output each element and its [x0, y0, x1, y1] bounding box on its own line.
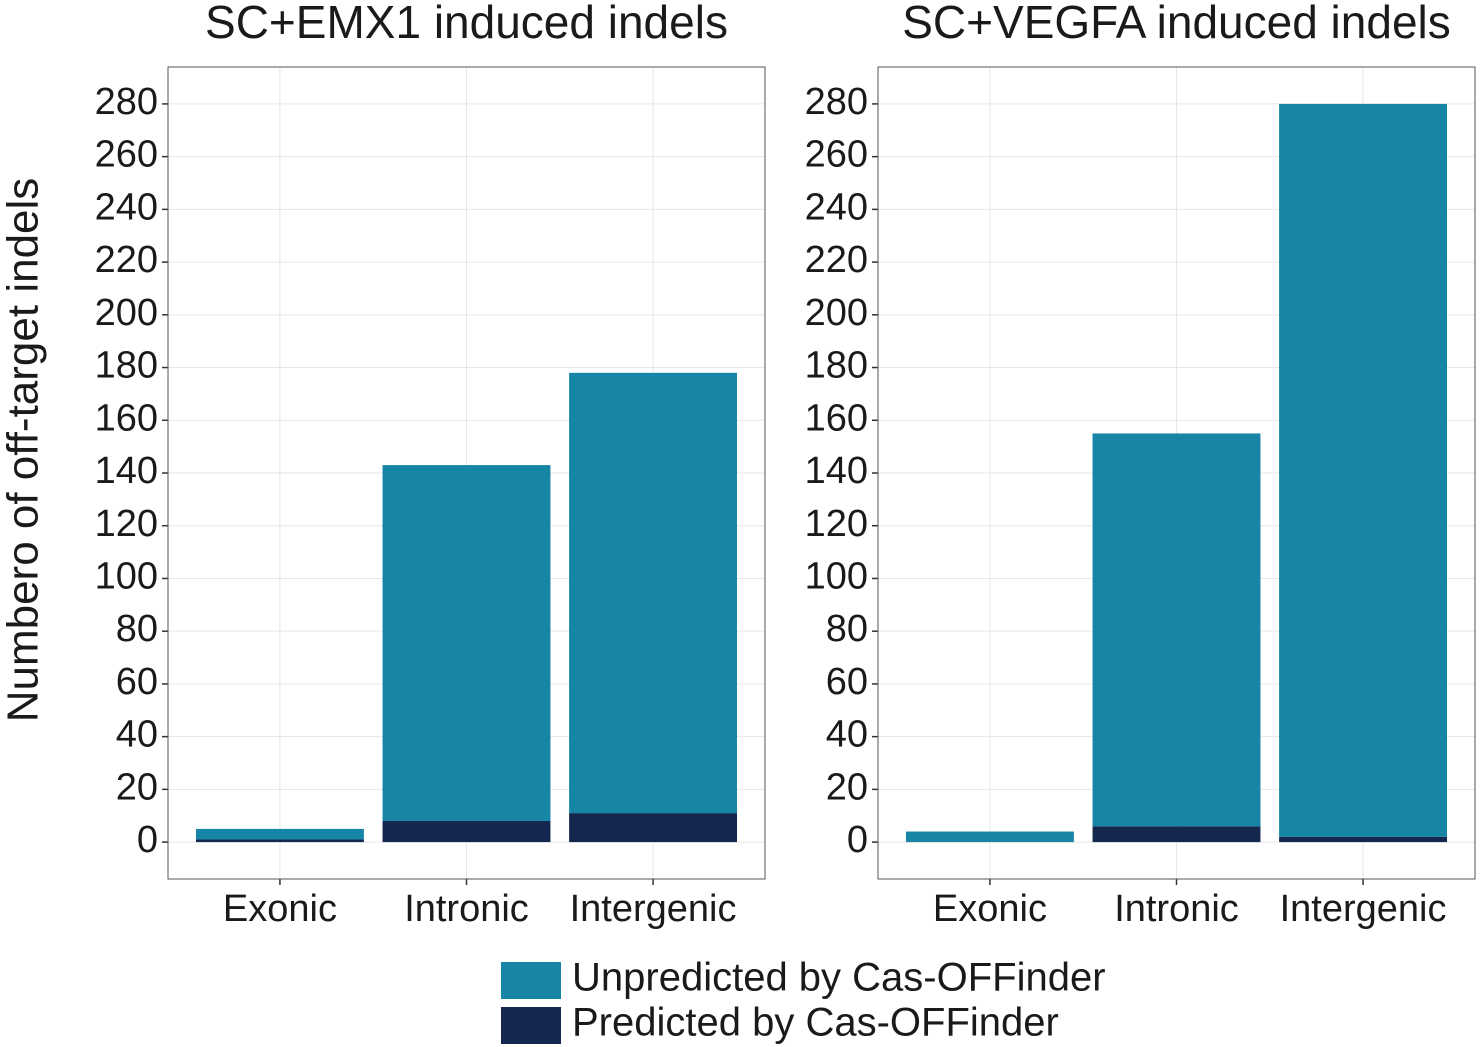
panel-border	[167, 66, 766, 880]
y-tick-label: 220	[95, 239, 158, 281]
y-tick-label: 0	[847, 819, 868, 861]
y-tick-label: 100	[805, 555, 868, 597]
y-tick-label: 260	[805, 134, 868, 176]
y-tick-label: 260	[95, 134, 158, 176]
bar-segment	[382, 821, 551, 843]
y-tick-label: 280	[805, 81, 868, 123]
panel-border	[877, 66, 1476, 880]
x-tick-label: Intergenic	[570, 888, 737, 930]
y-tick-label: 140	[805, 450, 868, 492]
y-tick-label: 40	[826, 714, 868, 756]
y-tick-label: 180	[95, 345, 158, 387]
x-tick-label: Exonic	[933, 888, 1047, 930]
x-tick-label: Intergenic	[1280, 888, 1447, 930]
bar-segment	[905, 831, 1074, 843]
bar-segment	[1092, 826, 1261, 843]
x-tick-label: Intronic	[1114, 888, 1239, 930]
bar-segment	[382, 465, 551, 821]
y-tick-label: 120	[805, 503, 868, 545]
y-tick-label: 100	[95, 555, 158, 597]
y-tick-label: 160	[95, 397, 158, 439]
bar-segment	[569, 813, 738, 843]
y-tick-label: 220	[805, 239, 868, 281]
bar-segment	[1092, 433, 1261, 827]
y-tick-label: 80	[116, 608, 158, 650]
y-tick-label: 280	[95, 81, 158, 123]
x-tick-label: Intronic	[404, 888, 529, 930]
y-tick-label: 40	[116, 714, 158, 756]
y-tick-label: 140	[95, 450, 158, 492]
y-tick-label: 20	[116, 766, 158, 808]
legend-label: Predicted by Cas-OFFinder	[572, 1001, 1059, 1045]
bar-segment	[195, 828, 364, 840]
y-tick-label: 200	[95, 292, 158, 334]
y-tick-label: 240	[805, 186, 868, 228]
chart-title: SC+VEGFA induced indels	[902, 0, 1451, 48]
y-tick-label: 160	[805, 397, 868, 439]
y-tick-label: 180	[805, 345, 868, 387]
y-tick-label: 80	[826, 608, 868, 650]
legend-swatch	[501, 1007, 561, 1044]
y-tick-label: 200	[805, 292, 868, 334]
bar-segment	[1279, 836, 1448, 843]
bar-segment	[1279, 103, 1448, 837]
y-axis-label: Numbero of off-target indels	[0, 178, 48, 723]
legend-swatch	[501, 962, 561, 999]
bar-segment	[569, 372, 738, 814]
y-tick-label: 20	[826, 766, 868, 808]
y-tick-label: 0	[137, 819, 158, 861]
y-tick-label: 60	[826, 661, 868, 703]
chart-title: SC+EMX1 induced indels	[205, 0, 728, 48]
bar-segment	[195, 839, 364, 843]
x-tick-label: Exonic	[223, 888, 337, 930]
y-tick-label: 120	[95, 503, 158, 545]
y-tick-label: 240	[95, 186, 158, 228]
y-tick-label: 60	[116, 661, 158, 703]
legend-label: Unpredicted by Cas-OFFinder	[572, 956, 1106, 1000]
